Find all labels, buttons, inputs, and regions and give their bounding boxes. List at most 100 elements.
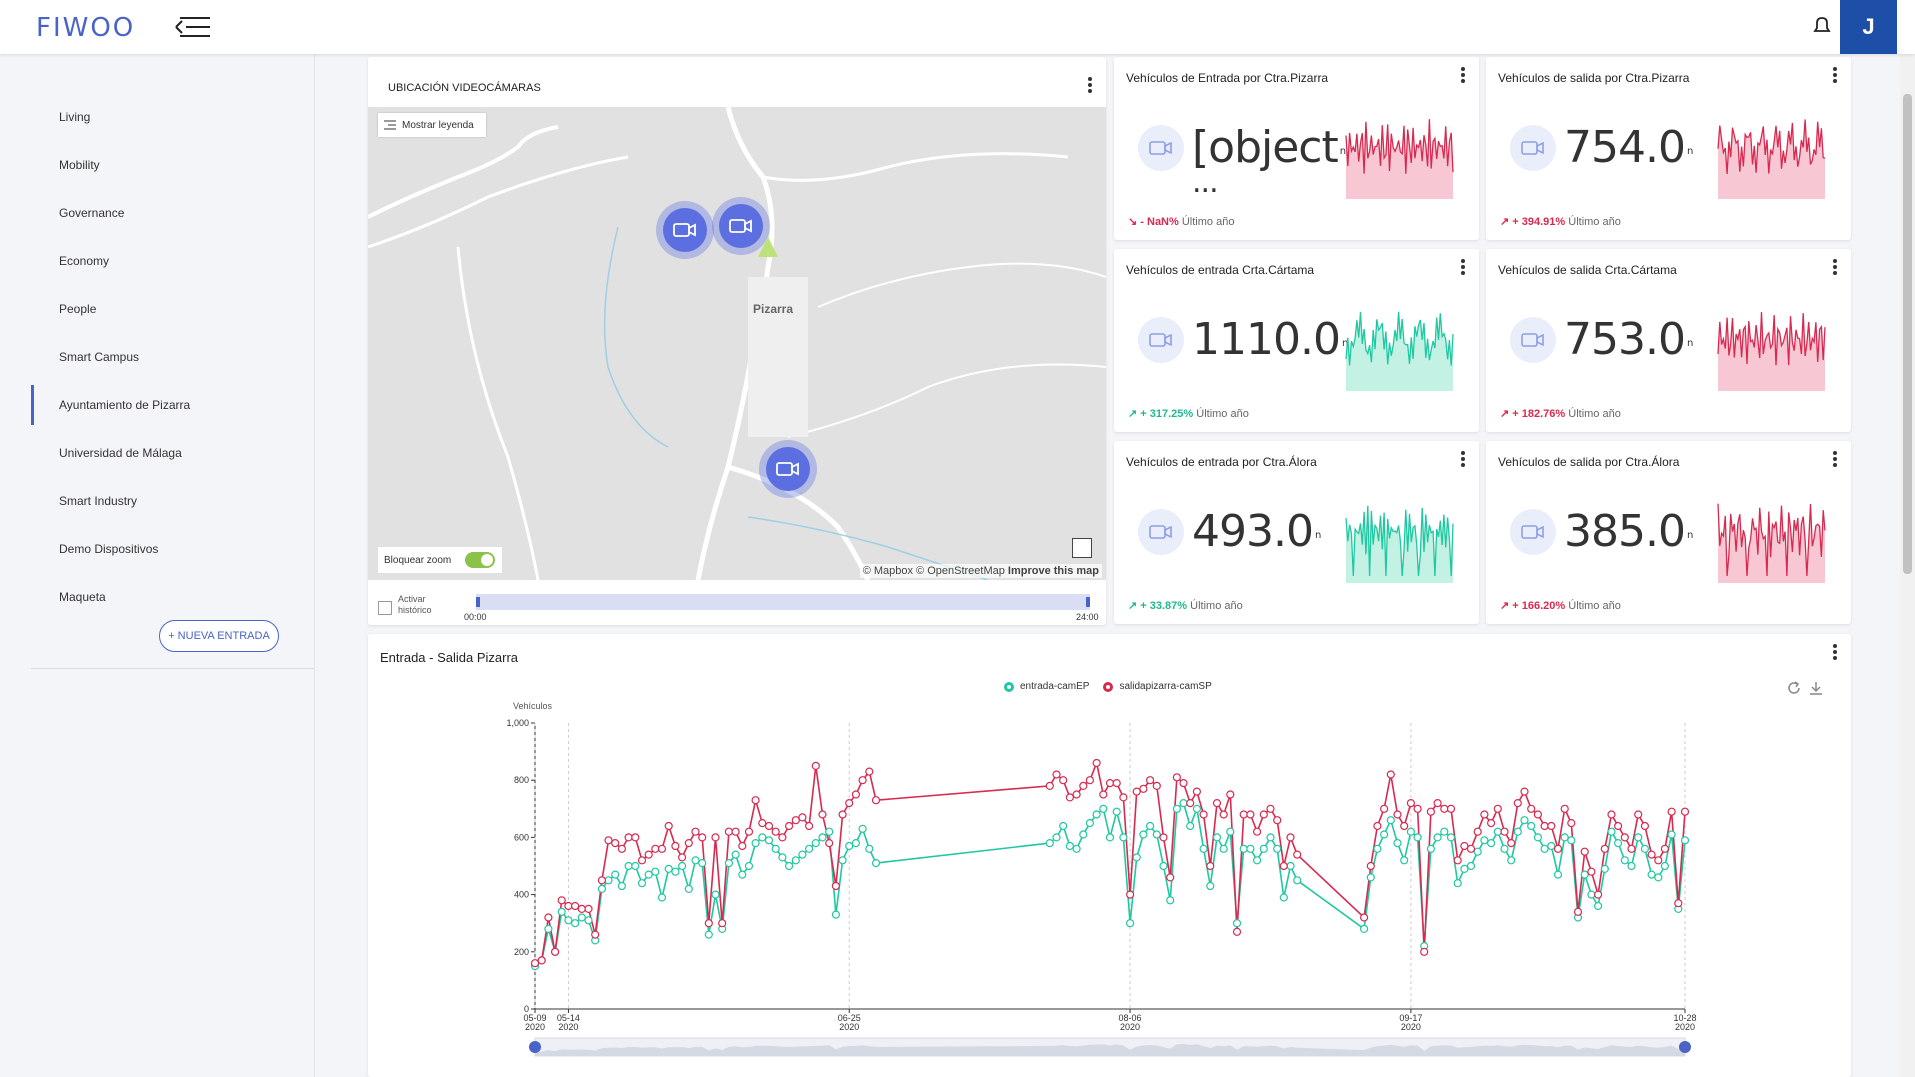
sidebar-item-people[interactable]: People <box>59 302 97 316</box>
kpi-sparkline <box>1717 119 1826 199</box>
data-point <box>1079 781 1088 790</box>
trend-arrow-icon: ↗ <box>1500 408 1510 420</box>
data-point <box>631 861 640 871</box>
sidebar-item-smart-campus[interactable]: Smart Campus <box>59 350 140 364</box>
data-point <box>871 859 881 868</box>
kpi-menu-icon[interactable] <box>1829 451 1841 469</box>
sidebar-item-maqueta[interactable]: Maqueta <box>59 590 106 604</box>
data-point <box>1286 861 1295 871</box>
slider-handle-end[interactable] <box>1086 597 1090 607</box>
improve-map-link[interactable]: Improve this map <box>1007 565 1099 577</box>
data-point <box>557 896 566 905</box>
kpi-value-text: 753.0 <box>1564 314 1686 365</box>
data-point <box>1667 807 1676 816</box>
data-point <box>571 901 580 911</box>
data-point <box>1045 839 1054 848</box>
data-point <box>1547 821 1556 831</box>
show-legend-button[interactable]: Mostrar leyenda <box>378 113 486 137</box>
data-point <box>1092 758 1101 768</box>
history-row: Activar histórico 00:00 24:00 <box>368 587 1106 625</box>
data-point <box>1607 827 1616 836</box>
data-point <box>1219 810 1228 819</box>
menu-toggle-button[interactable] <box>174 14 214 40</box>
data-point <box>1500 844 1509 853</box>
data-point <box>1567 836 1576 845</box>
history-checkbox[interactable] <box>378 601 392 615</box>
fullscreen-icon[interactable] <box>1072 538 1092 558</box>
data-point <box>1393 839 1402 848</box>
camera-marker[interactable] <box>759 440 817 498</box>
sparkline-line <box>1717 503 1826 577</box>
kpi-menu-icon[interactable] <box>1457 259 1469 277</box>
map-town-label: Pizarra <box>753 302 794 316</box>
data-point <box>1567 819 1576 828</box>
scrollbar-thumb[interactable] <box>1903 94 1912 574</box>
data-point <box>1266 833 1275 842</box>
sidebar-item-economy[interactable]: Economy <box>59 254 110 268</box>
kpi-title: Vehículos de salida por Ctra.Pizarra <box>1498 71 1690 85</box>
data-point <box>1520 816 1529 825</box>
data-point <box>811 761 820 770</box>
data-point <box>825 827 834 836</box>
x-tick-year: 2020 <box>525 1022 545 1032</box>
kpi-menu-icon[interactable] <box>1457 67 1469 85</box>
sidebar-item-demo-dispositivos[interactable]: Demo Dispositivos <box>59 542 159 556</box>
sidebar-item-ayuntamiento-pizarra[interactable]: Ayuntamiento de Pizarra <box>31 385 311 425</box>
camera-marker[interactable] <box>656 201 714 259</box>
data-point <box>1473 827 1482 836</box>
data-point <box>1513 827 1522 836</box>
x-tick-year: 2020 <box>1401 1022 1421 1032</box>
kpi-value: 754.0 n <box>1564 123 1693 173</box>
map-card-title: UBICACIÓN VIDEOCÁMARAS <box>388 82 541 94</box>
page-scrollbar[interactable] <box>1900 54 1915 1077</box>
kpi-value-text: 385.0 <box>1564 506 1686 557</box>
new-entry-button[interactable]: + NUEVA ENTRADA <box>159 620 279 652</box>
data-point <box>1159 833 1168 842</box>
data-point <box>1226 790 1235 799</box>
data-point <box>1507 839 1516 848</box>
data-point <box>617 844 626 853</box>
app-logo[interactable]: FIWOO <box>36 13 136 43</box>
sidebar-item-smart-industry[interactable]: Smart Industry <box>59 494 138 508</box>
zoom-lock-toggle[interactable] <box>465 552 496 568</box>
sidebar-item-universidad-malaga[interactable]: Universidad de Málaga <box>59 446 182 460</box>
y-tick-label: 1,000 <box>506 718 529 728</box>
map-card-menu-icon[interactable] <box>1084 77 1096 95</box>
data-point <box>1634 810 1643 819</box>
data-point <box>1152 830 1161 839</box>
map-view[interactable]: Pizarra Mostrar leyenda Bloquear zoom © … <box>368 107 1106 580</box>
legend-item-salida[interactable]: salidapizarra-camSP <box>1103 681 1212 692</box>
data-point <box>1065 793 1075 802</box>
sparkline-area <box>1346 119 1453 199</box>
data-point <box>798 850 807 859</box>
slider-handle-start[interactable] <box>476 597 480 607</box>
data-point <box>611 870 620 879</box>
data-point <box>1105 779 1115 788</box>
chart-card-menu-icon[interactable] <box>1829 644 1841 662</box>
refresh-icon[interactable] <box>1786 680 1802 696</box>
user-avatar[interactable]: J <box>1840 0 1897 54</box>
kpi-menu-icon[interactable] <box>1457 451 1469 469</box>
y-tick-label: 0 <box>524 1004 529 1014</box>
sidebar-item-mobility[interactable]: Mobility <box>59 158 100 172</box>
sidebar-item-governance[interactable]: Governance <box>59 206 125 220</box>
legend-label: salidapizarra-camSP <box>1119 681 1212 692</box>
data-point <box>738 870 747 879</box>
time-range-slider[interactable] <box>476 594 1090 610</box>
data-point <box>1125 890 1135 899</box>
data-point <box>1613 839 1623 848</box>
kpi-menu-icon[interactable] <box>1829 259 1841 277</box>
camera-marker[interactable] <box>712 197 770 255</box>
legend-item-entrada[interactable]: entrada-camEP <box>1004 681 1089 692</box>
line-chart[interactable]: Vehículos02004006008001,00005-09202005-1… <box>368 634 1851 1077</box>
data-point <box>564 901 573 911</box>
data-point <box>1199 844 1208 853</box>
download-icon[interactable] <box>1808 680 1824 696</box>
data-point <box>1473 847 1482 856</box>
data-point <box>1533 833 1543 842</box>
kpi-menu-icon[interactable] <box>1829 67 1841 85</box>
sidebar-item-living[interactable]: Living <box>59 110 91 124</box>
attribution-text[interactable]: © Mapbox © OpenStreetMap <box>862 565 1005 577</box>
notification-bell-icon[interactable] <box>1810 14 1834 38</box>
data-point <box>1259 810 1268 819</box>
